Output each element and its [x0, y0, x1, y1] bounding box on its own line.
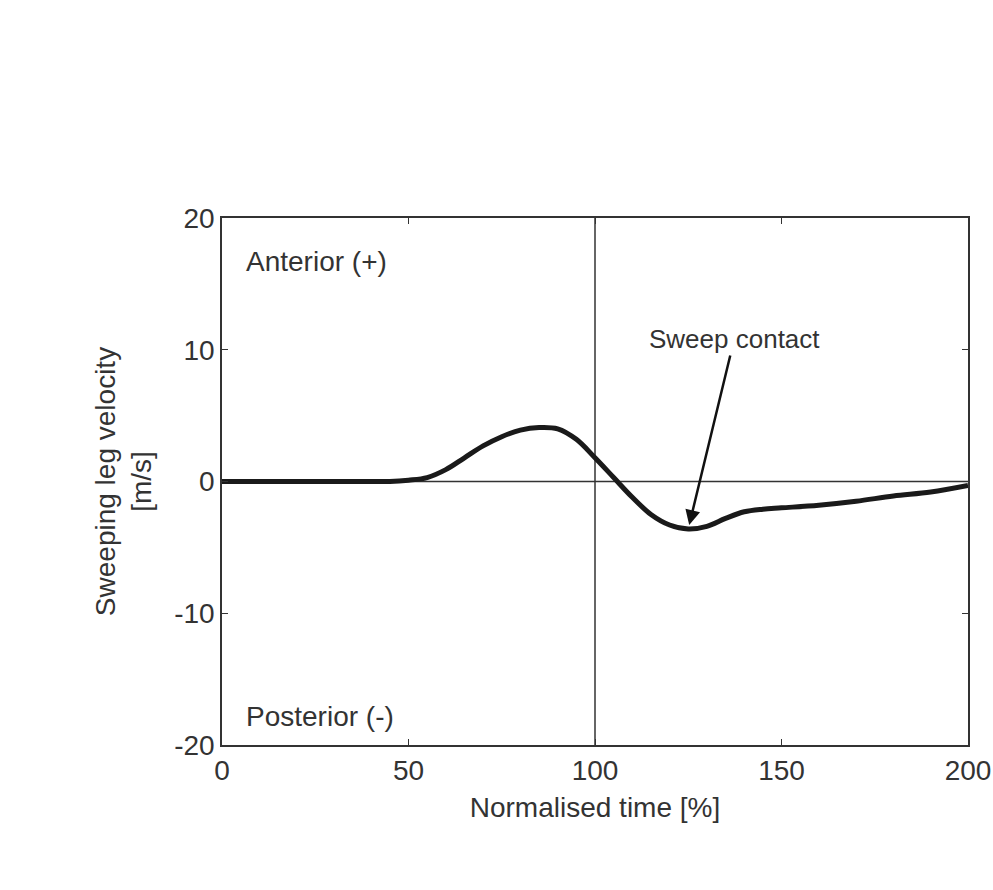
- svg-text:0: 0: [199, 466, 215, 497]
- svg-text:Posterior (-): Posterior (-): [246, 701, 394, 732]
- svg-text:Normalised time [%]: Normalised time [%]: [470, 792, 721, 823]
- svg-text:Sweeping leg velocity[m/s]: Sweeping leg velocity[m/s]: [90, 347, 157, 616]
- svg-text:Sweep contact: Sweep contact: [649, 324, 820, 354]
- svg-text:0: 0: [214, 755, 230, 786]
- svg-text:50: 50: [393, 755, 424, 786]
- svg-text:-10: -10: [174, 598, 214, 629]
- svg-text:20: 20: [183, 203, 214, 234]
- svg-text:10: 10: [183, 335, 214, 366]
- svg-text:-20: -20: [174, 730, 214, 761]
- svg-text:Anterior (+): Anterior (+): [246, 246, 387, 277]
- svg-text:100: 100: [572, 755, 619, 786]
- svg-text:200: 200: [945, 755, 992, 786]
- svg-text:150: 150: [758, 755, 805, 786]
